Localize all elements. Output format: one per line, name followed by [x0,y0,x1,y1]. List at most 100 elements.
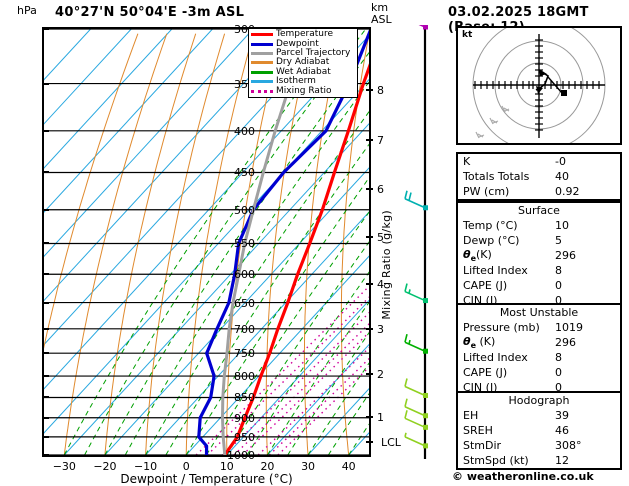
index-value: -0 [555,155,566,168]
pressure-tick-label: 900 [234,411,255,425]
pressure-tick-label: 400 [234,124,255,138]
hodograph-stat-label: StmDir [463,439,502,452]
surface-row: Lifted Index 8 [458,263,620,278]
index-row: K -0 [458,154,620,169]
hodograph-stat-row: StmDir 308° [458,438,620,453]
profile-dewpoint [197,29,369,455]
hodograph-stats-panel: Hodograph EH 39 SREH 46 StmDir 308° StmSpd (kt)… [456,391,622,470]
hodograph-stat-row: EH 39 [458,408,620,423]
skewt-plot: 346810152025 [42,27,371,457]
most-unstable-row: CAPE (J) 0 [458,365,620,380]
profile-parcel-trajectory [221,29,312,455]
legend-color-icon [251,89,273,93]
most-unstable-value: 1019 [555,321,583,334]
most-unstable-title: Most Unstable [499,306,579,319]
index-row: Totals Totals 40 [458,169,620,184]
temperature-tick-label: −10 [133,460,158,473]
index-value: 40 [555,170,569,183]
legend-item-label: Dry Adiabat [276,57,330,68]
pressure-tick-label: 550 [234,237,255,251]
height-tick-mark [366,88,373,91]
most-unstable-label: Lifted Index [463,351,528,364]
indices-panel: K -0 Totals Totals 40 PW (cm) 0.92 [456,152,622,201]
height-tick-label: 5 [377,230,384,244]
legend-item: Temperature [251,30,355,39]
pressure-tick-mark [42,28,49,30]
index-row: PW (cm) 0.92 [458,184,620,199]
temperature-tick-label: −30 [52,460,76,473]
copyright-notice: © weatheronline.co.uk [452,470,594,483]
profile-temperature [223,63,369,455]
height-tick-mark [366,188,373,191]
index-label: Totals Totals [463,170,530,183]
pressure-tick-mark [42,129,49,132]
pressure-tick-label: 1000 [227,449,255,462]
height-tick-mark [366,328,373,331]
most-unstable-value: 0 [555,366,562,379]
wind-barb [404,378,428,398]
pressure-tick-mark [42,327,49,330]
most-unstable-label: θe (K) [463,334,496,351]
surface-value: 5 [555,234,562,247]
legend-item-label: Isotherm [276,76,316,87]
wind-barb [404,398,428,419]
pressure-tick-label: 950 [234,430,255,444]
most-unstable-row: Pressure (mb) 1019 [458,320,620,335]
index-label: PW (cm) [463,185,510,198]
height-tick-label: 1 [377,411,384,425]
height-axis-unit-label-asl: ASL [371,13,392,26]
legend-item-label: Parcel Trajectory [276,47,351,58]
height-tick-mark [366,282,373,285]
height-tick-mark [366,235,373,238]
surface-label: CAPE (J) [463,279,508,292]
surface-value: 0 [555,279,562,292]
temperature-tick-label: 20 [260,460,275,473]
surface-row: CAPE (J) 0 [458,278,620,293]
pressure-tick-mark [42,273,49,276]
most-unstable-label: Pressure (mb) [463,321,540,334]
most-unstable-label: CIN (J) [463,381,498,394]
most-unstable-row: θe (K) 296 [458,335,620,350]
page-title: 40°27'N 50°04'E -3m ASL [55,5,245,20]
hodograph-stat-value: 308° [555,439,582,452]
legend-item-label: Temperature [276,29,334,40]
lcl-label: LCL [381,435,401,449]
pressure-tick-label: 650 [234,296,255,310]
surface-title: Surface [518,204,560,217]
wind-barb [404,410,428,430]
wind-barb [418,25,428,30]
hodograph-canvas [472,18,606,152]
legend-item: Parcel Trajectory [251,47,355,58]
legend-item-label: Dewpoint [276,38,319,49]
pressure-tick-mark [42,171,49,174]
pressure-tick-mark [42,352,49,355]
surface-label: Temp (°C) [463,219,518,232]
mixing-ratio-axis-title: Mixing Ratio (g/kg) [380,210,393,320]
surface-value: 10 [555,219,569,232]
legend-item: Isotherm [251,77,355,86]
legend-item-label: Mixing Ratio [276,85,332,96]
most-unstable-label: CAPE (J) [463,366,508,379]
legend-item: Wet Adiabat [251,67,355,77]
lcl-tick-mark [366,440,373,443]
temperature-tick-label: 10 [219,460,234,473]
pressure-tick-label: 750 [234,347,255,361]
pressure-tick-label: 800 [234,370,255,384]
wind-barb-column [404,25,428,459]
wind-barb [404,334,428,354]
surface-row: Temp (°C) 10 [458,218,620,233]
height-tick-label: 8 [377,83,384,97]
hodograph-stat-title: Hodograph [508,394,570,407]
most-unstable-value: 296 [555,336,576,349]
temperature-tick-label: 30 [301,460,316,473]
pressure-tick-mark [42,242,49,245]
surface-label: Dewp (°C) [463,234,520,247]
temperature-tick-label: 0 [182,460,190,473]
pressure-axis-unit-label: hPa [17,4,37,17]
hodograph-stat-label: StmSpd (kt) [463,454,529,467]
surface-value: 8 [555,264,562,277]
height-tick-mark [366,372,373,375]
hodograph-stat-label: EH [463,409,479,422]
skewt-canvas: 346810152025 [44,29,369,455]
